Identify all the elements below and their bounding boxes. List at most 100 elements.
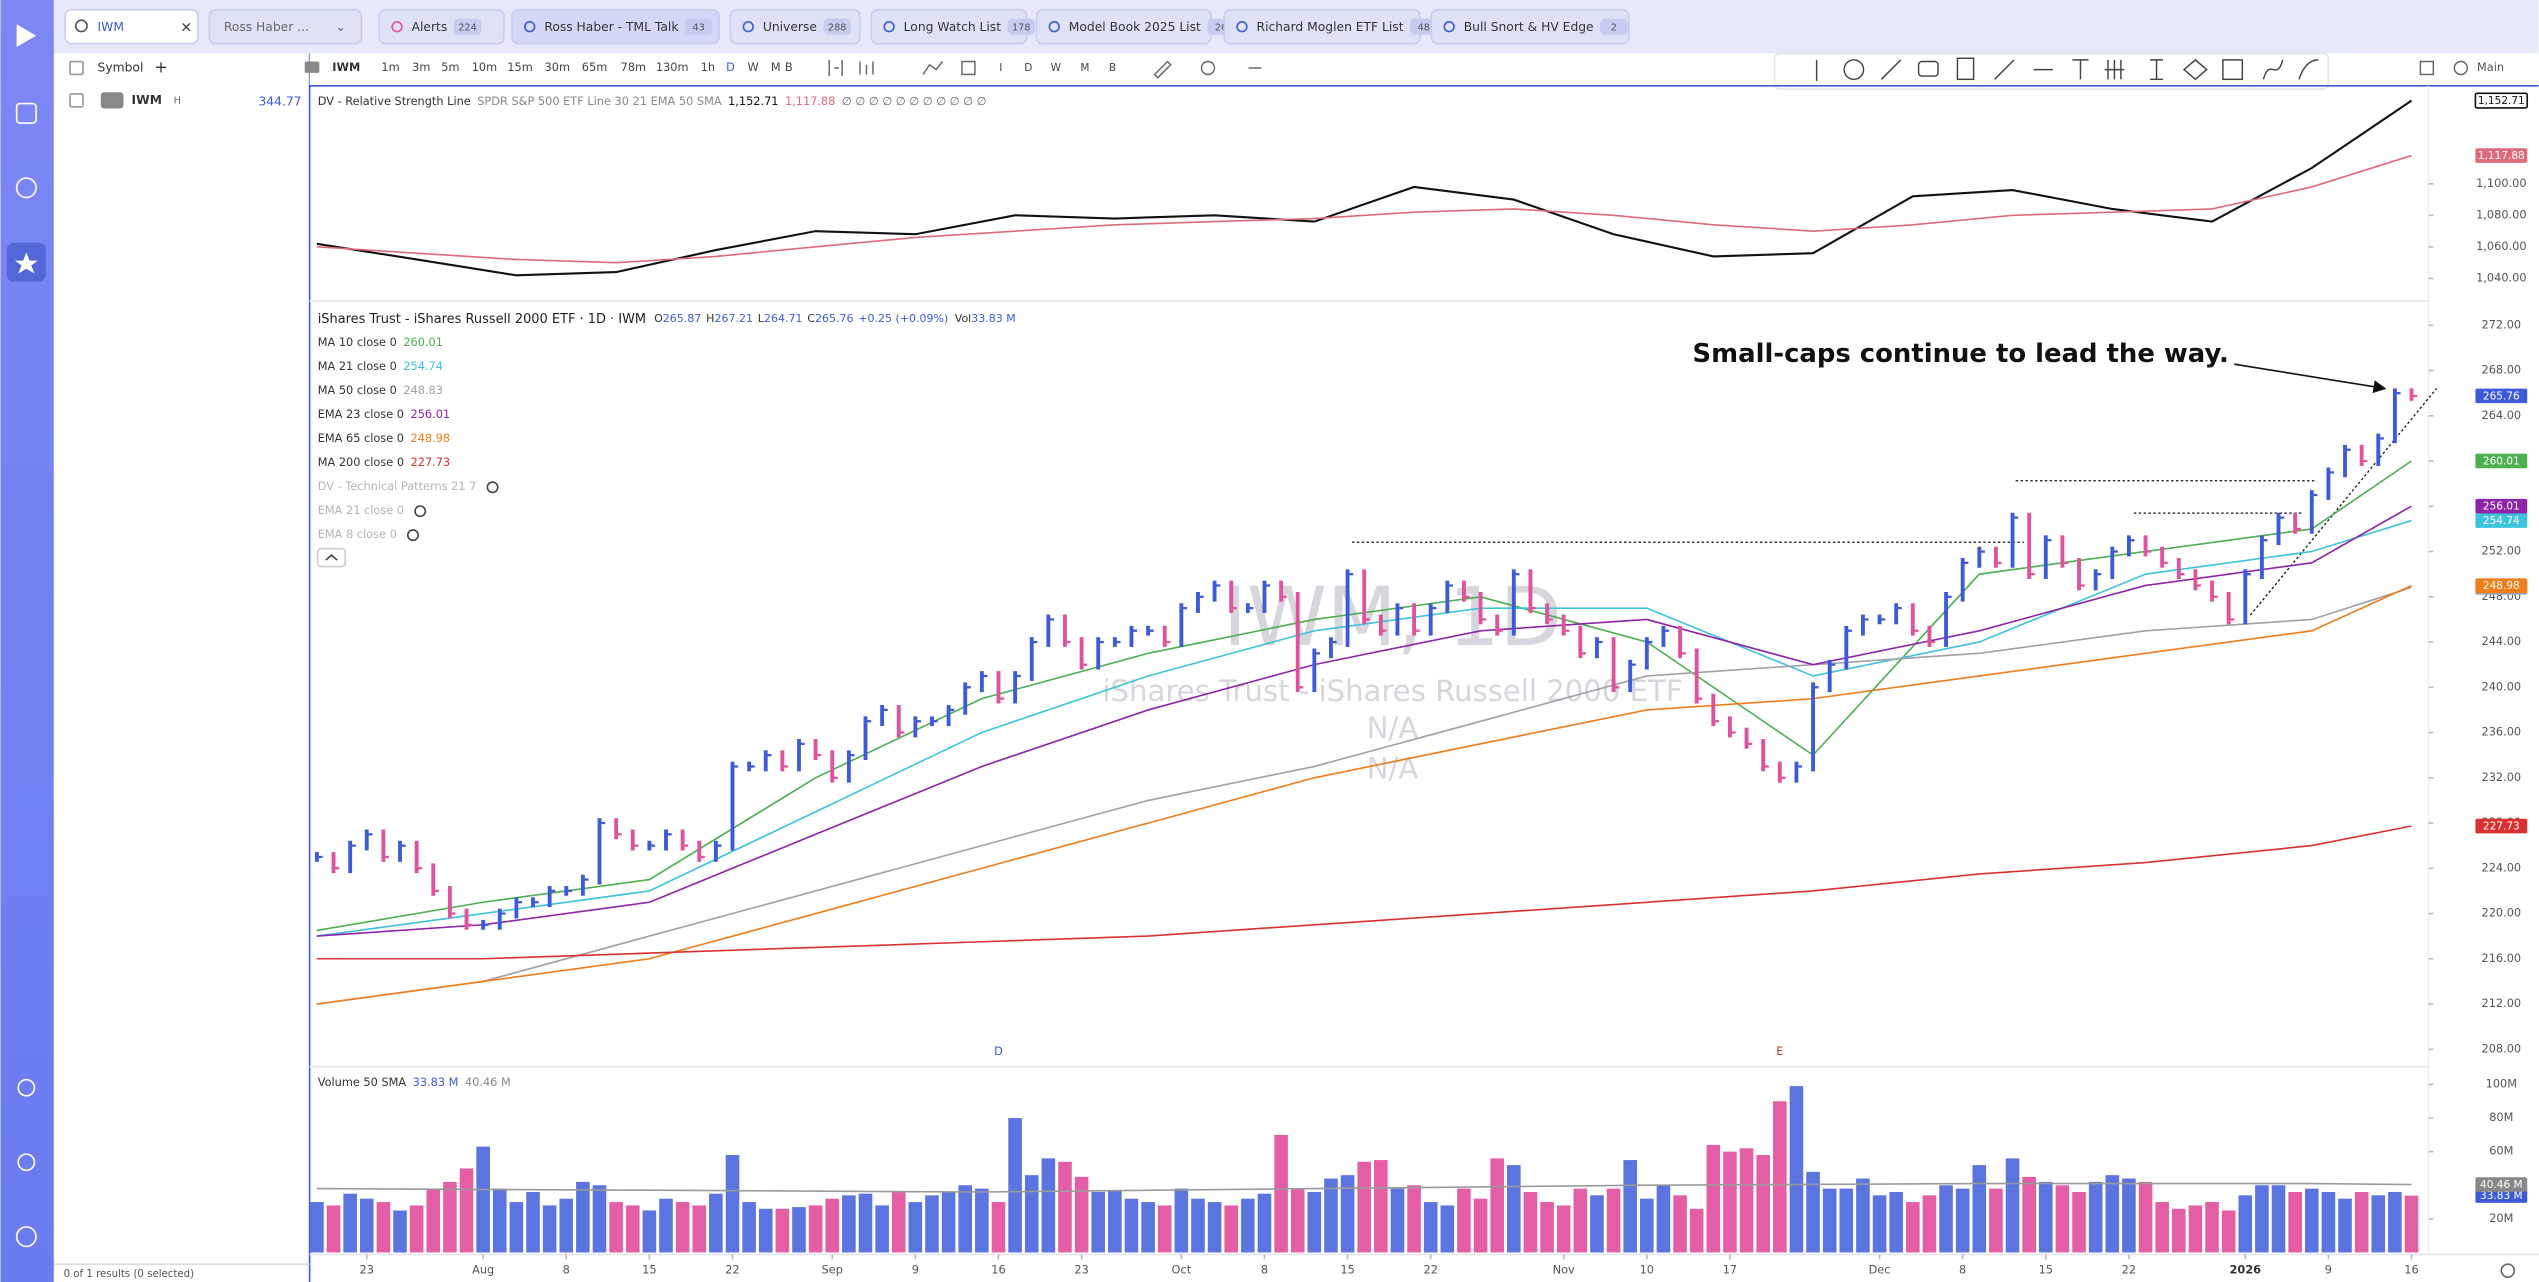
tab-count-pill: [684, 18, 713, 35]
period-button[interactable]: I: [999, 62, 1002, 74]
toolbar-symbol[interactable]: IWM: [332, 60, 360, 74]
tab[interactable]: [729, 8, 861, 45]
visibility-icon[interactable]: [406, 529, 419, 542]
nav-icon[interactable]: [15, 1226, 37, 1248]
period-button[interactable]: B: [1109, 62, 1116, 74]
legend-text: O: [654, 312, 663, 325]
visibility-icon[interactable]: [414, 505, 427, 518]
nav-icon[interactable]: [15, 252, 38, 274]
volume-legend: Volume 50 SMA 33.83 M 40.46 M: [318, 1075, 511, 1089]
legend-text: 260.01: [403, 335, 443, 349]
volume-bar: [1590, 1195, 1604, 1253]
x-tick-label: 16: [991, 1263, 1005, 1277]
volume-bar: [459, 1168, 474, 1253]
search-text[interactable]: IWM: [98, 20, 124, 34]
y-tick-label: 240.00: [2482, 679, 2522, 693]
interval-button[interactable]: 65m: [582, 60, 607, 74]
legend-text: SPDR S&P 500 ETF Line 30 21 EMA 50 SMA: [477, 94, 722, 108]
volume-bar: [2038, 1181, 2053, 1253]
volume-bar: [2221, 1210, 2236, 1253]
layout-label[interactable]: Main: [2477, 60, 2504, 74]
interval-button[interactable]: 3m: [412, 60, 430, 74]
tab[interactable]: [1430, 8, 1630, 45]
row-flag: H: [174, 95, 181, 106]
row-symbol[interactable]: IWM: [132, 93, 162, 107]
volume-bar: [891, 1191, 906, 1253]
tab-label[interactable]: Ross Haber - TML Talk: [544, 20, 679, 34]
interval-button[interactable]: 5m: [441, 60, 459, 74]
volume-bar: [1673, 1195, 1687, 1253]
nav-icon[interactable]: [17, 1078, 36, 1097]
tab-label[interactable]: Universe: [763, 20, 817, 34]
volume-bar: [1041, 1158, 1056, 1253]
ma-legend: MA 21 close 0 254.74: [318, 359, 443, 373]
watermark: N/A: [1367, 711, 1419, 745]
checkbox[interactable]: [69, 93, 84, 108]
tab-label[interactable]: Model Book 2025 List: [1069, 20, 1201, 34]
volume-bar: [2022, 1176, 2036, 1253]
collapse-button[interactable]: [316, 547, 347, 568]
tab-label[interactable]: Alerts: [412, 20, 448, 34]
volume-bar: [2388, 1191, 2402, 1253]
tab-count: 2: [1611, 23, 1617, 34]
interval-button[interactable]: 30m: [545, 60, 570, 74]
nav-icon[interactable]: [15, 102, 37, 124]
volume-bar: [1191, 1198, 1205, 1253]
tab-label[interactable]: Bull Snort & HV Edge: [1464, 20, 1594, 34]
interval-button[interactable]: 1m: [381, 60, 399, 74]
settings-icon[interactable]: [2500, 1263, 2516, 1278]
interval-button[interactable]: 15m: [507, 60, 532, 74]
volume-bar: [1257, 1193, 1272, 1253]
y-tick-label: 252.00: [2482, 544, 2522, 558]
x-tick-label: 8: [1261, 1263, 1268, 1277]
y-tick-label: 220.00: [2482, 906, 2522, 920]
interval-button[interactable]: M: [771, 60, 781, 74]
list-select[interactable]: [208, 8, 363, 45]
legend-text: C: [807, 312, 815, 325]
legend-text: Vol: [955, 312, 971, 325]
interval-button[interactable]: B: [785, 60, 793, 74]
volume-bar: [2005, 1158, 2020, 1253]
checkbox[interactable]: [69, 60, 84, 76]
search-box[interactable]: [64, 8, 199, 45]
interval-button[interactable]: 130m: [656, 60, 689, 74]
tab[interactable]: [378, 8, 505, 45]
visibility-icon[interactable]: [486, 481, 499, 494]
legend-text: 248.83: [403, 383, 443, 397]
legend-text: 256.01: [410, 407, 450, 421]
clear-icon[interactable]: ×: [180, 19, 192, 36]
x-tick-label: 17: [1723, 1263, 1737, 1277]
volume-bar: [1789, 1086, 1804, 1253]
volume-bar: [2255, 1185, 2269, 1253]
period-button[interactable]: M: [1080, 62, 1089, 74]
list-select-text[interactable]: Ross Haber ...: [224, 20, 309, 34]
nav-icon[interactable]: [17, 1153, 36, 1172]
y-tick-label: 268.00: [2482, 363, 2522, 377]
tab-label[interactable]: Long Watch List: [904, 20, 1002, 34]
y-tick-label: 20M: [2489, 1211, 2513, 1225]
toolbar-icons[interactable]: [828, 59, 2469, 79]
interval-button[interactable]: 78m: [621, 60, 646, 74]
volume-bar: [1058, 1161, 1072, 1253]
price-badge-label: 248.98: [2483, 580, 2520, 592]
nav-icon[interactable]: [15, 177, 37, 199]
tab[interactable]: [511, 8, 720, 45]
price-badge: [2475, 1188, 2528, 1203]
legend-text: EMA 65 close 0: [318, 431, 404, 445]
volume-bar: [742, 1202, 756, 1253]
interval-button[interactable]: W: [748, 60, 759, 74]
volume-bar: [775, 1208, 790, 1253]
add-button[interactable]: +: [154, 57, 168, 76]
price-badge: [2475, 513, 2528, 528]
tab-label[interactable]: Richard Moglen ETF List: [1257, 20, 1404, 34]
period-button[interactable]: W: [1051, 62, 1062, 74]
volume-bar: [2088, 1181, 2103, 1253]
drawing-tools[interactable]: [1815, 57, 2319, 81]
interval-button[interactable]: 10m: [472, 60, 497, 74]
interval-button[interactable]: D: [726, 60, 735, 74]
period-button[interactable]: D: [1024, 62, 1032, 74]
ma-legend: EMA 65 close 0 248.98: [318, 431, 450, 445]
y-tick-label: 232.00: [2482, 770, 2522, 784]
interval-button[interactable]: 1h: [701, 60, 715, 74]
legend-text: 1,117.88: [785, 94, 835, 108]
